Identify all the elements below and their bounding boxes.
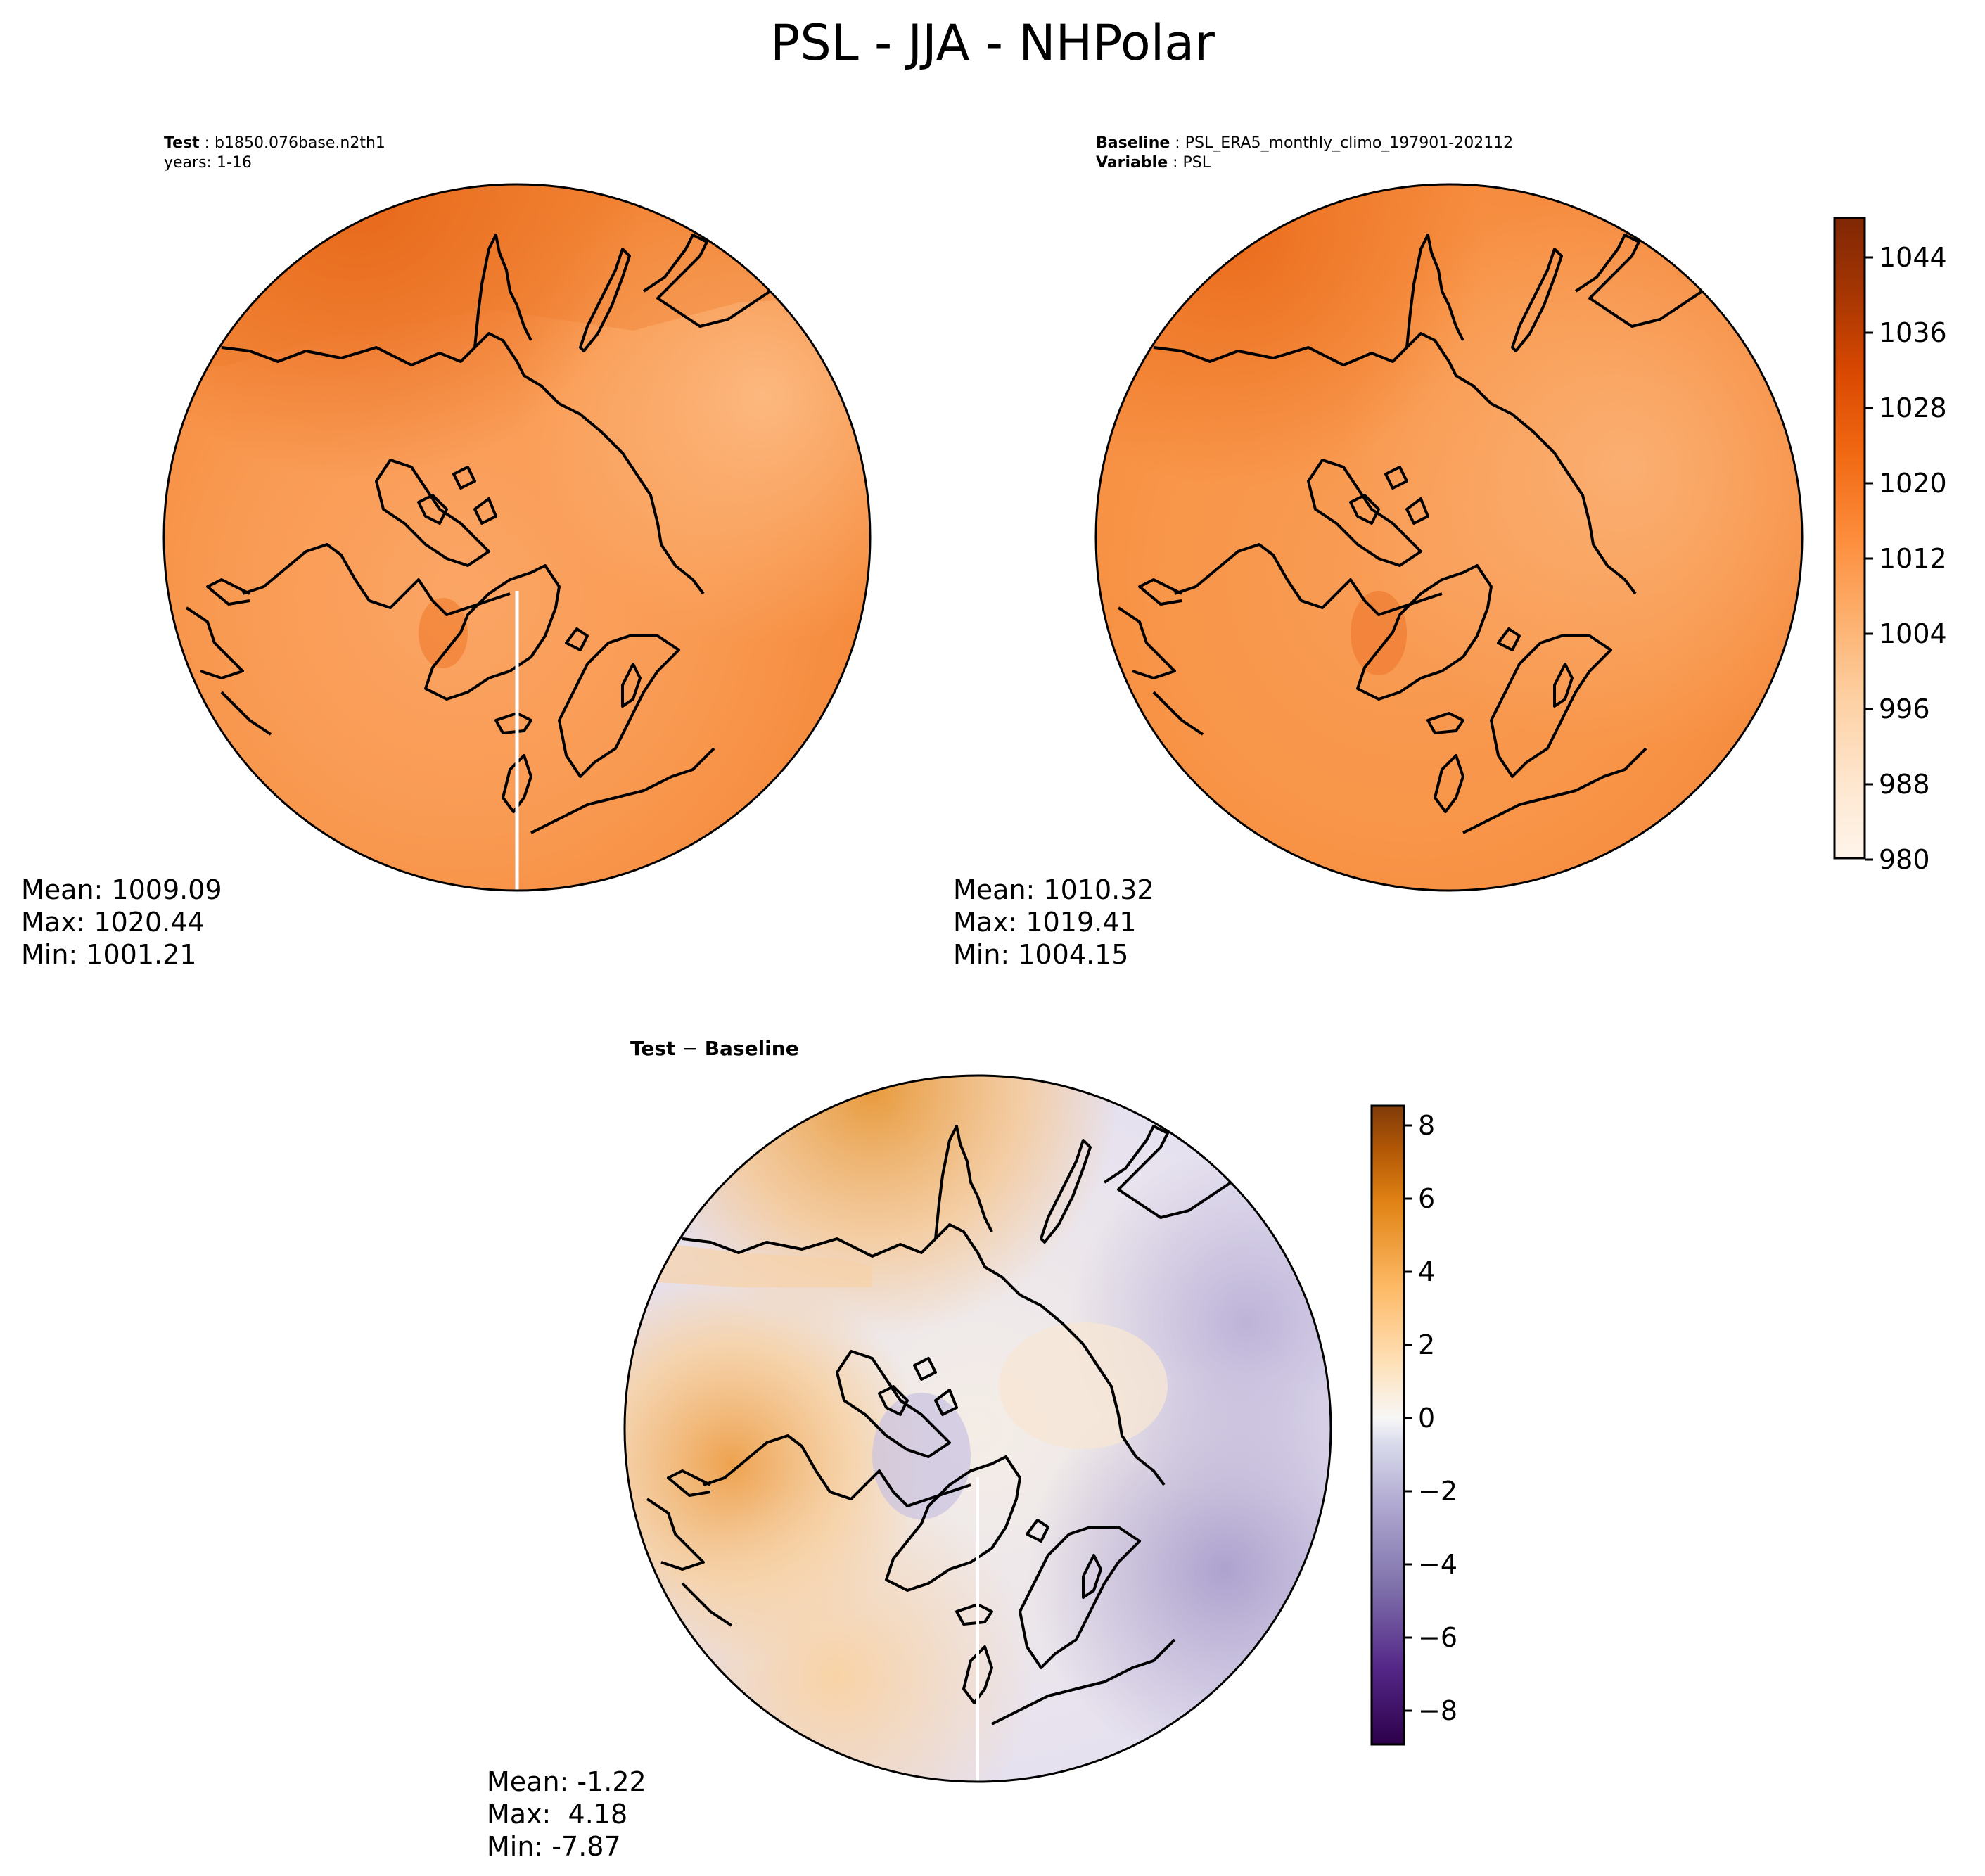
diff-title: Test − Baseline: [630, 1037, 799, 1060]
diff-colorbar-tick-label: −2: [1418, 1476, 1457, 1507]
baseline-header: Baseline : PSL_ERA5_monthly_climo_197901…: [1096, 134, 1514, 172]
main-colorbar-tick-label: 1028: [1879, 393, 1947, 423]
test-mean: Mean: 1009.09: [21, 874, 222, 905]
main-colorbar-tick-label: 980: [1879, 844, 1930, 875]
diff-title-test: Test: [630, 1037, 676, 1060]
main-colorbar-tick-label: 1020: [1879, 468, 1947, 499]
baseline-min: Min: 1004.15: [953, 939, 1129, 970]
main-colorbar-tick-label: 988: [1879, 769, 1930, 800]
diff-stats: Mean: -1.22 Max: 4.18 Min: -7.87: [487, 1766, 646, 1863]
diff-min: Min: -7.87: [487, 1831, 621, 1862]
baseline-variable-key: Variable: [1096, 154, 1168, 172]
diff-colorbar-tick-label: 2: [1418, 1329, 1435, 1360]
test-map: [162, 183, 872, 892]
main-colorbar-tick-label: 1036: [1879, 317, 1947, 348]
test-max: Max: 1020.44: [21, 907, 205, 938]
baseline-mean: Mean: 1010.32: [953, 874, 1154, 905]
baseline-map: [1094, 183, 1804, 892]
main-colorbar-tick-label: 996: [1879, 694, 1930, 725]
test-label-value: b1850.076base.n2th1: [215, 134, 385, 152]
diff-colorbar-tick-label: 4: [1418, 1256, 1435, 1287]
main-colorbar: 1044 1036 1028 1020 1012 1004 996 988 980: [1833, 217, 1947, 875]
diff-colorbar: 8 6 4 2 0 −2 −4 −6 −8: [1370, 1104, 1457, 1746]
baseline-stats: Mean: 1010.32 Max: 1019.41 Min: 1004.15: [953, 874, 1154, 971]
figure-title: PSL - JJA - NHPolar: [770, 14, 1215, 72]
test-min: Min: 1001.21: [21, 939, 197, 970]
baseline-max: Max: 1019.41: [953, 907, 1137, 938]
baseline-variable-value: PSL: [1182, 154, 1211, 172]
diff-map-boundary: [623, 1074, 1332, 1783]
baseline-label-key: Baseline: [1096, 134, 1170, 152]
baseline-map-boundary: [1094, 183, 1804, 892]
test-stats: Mean: 1009.09 Max: 1020.44 Min: 1001.21: [21, 874, 222, 971]
diff-colorbar-tick-label: 6: [1418, 1183, 1435, 1214]
diff-mean: Mean: -1.22: [487, 1766, 646, 1797]
main-colorbar-tick-label: 1012: [1879, 543, 1947, 574]
diff-map: [623, 1074, 1332, 1783]
test-years: years: 1-16: [164, 154, 252, 172]
diff-max: Max: 4.18: [487, 1799, 628, 1830]
test-label-key: Test: [164, 134, 200, 152]
test-header: Test : b1850.076base.n2th1 years: 1-16: [164, 134, 385, 172]
diff-colorbar-tick-label: 0: [1418, 1403, 1435, 1434]
diff-colorbar-tick-label: −6: [1418, 1622, 1457, 1653]
baseline-label-value: PSL_ERA5_monthly_climo_197901-202112: [1185, 134, 1514, 152]
test-map-boundary: [162, 183, 872, 892]
main-colorbar-tick-label: 1004: [1879, 618, 1947, 649]
diff-title-sep: −: [675, 1037, 705, 1060]
main-colorbar-tick-label: 1044: [1879, 242, 1947, 273]
diff-colorbar-tick-label: −4: [1418, 1549, 1457, 1580]
diff-colorbar-tick-label: 8: [1418, 1110, 1435, 1141]
diff-colorbar-tick-label: −8: [1418, 1695, 1457, 1726]
diff-title-baseline: Baseline: [704, 1037, 799, 1060]
